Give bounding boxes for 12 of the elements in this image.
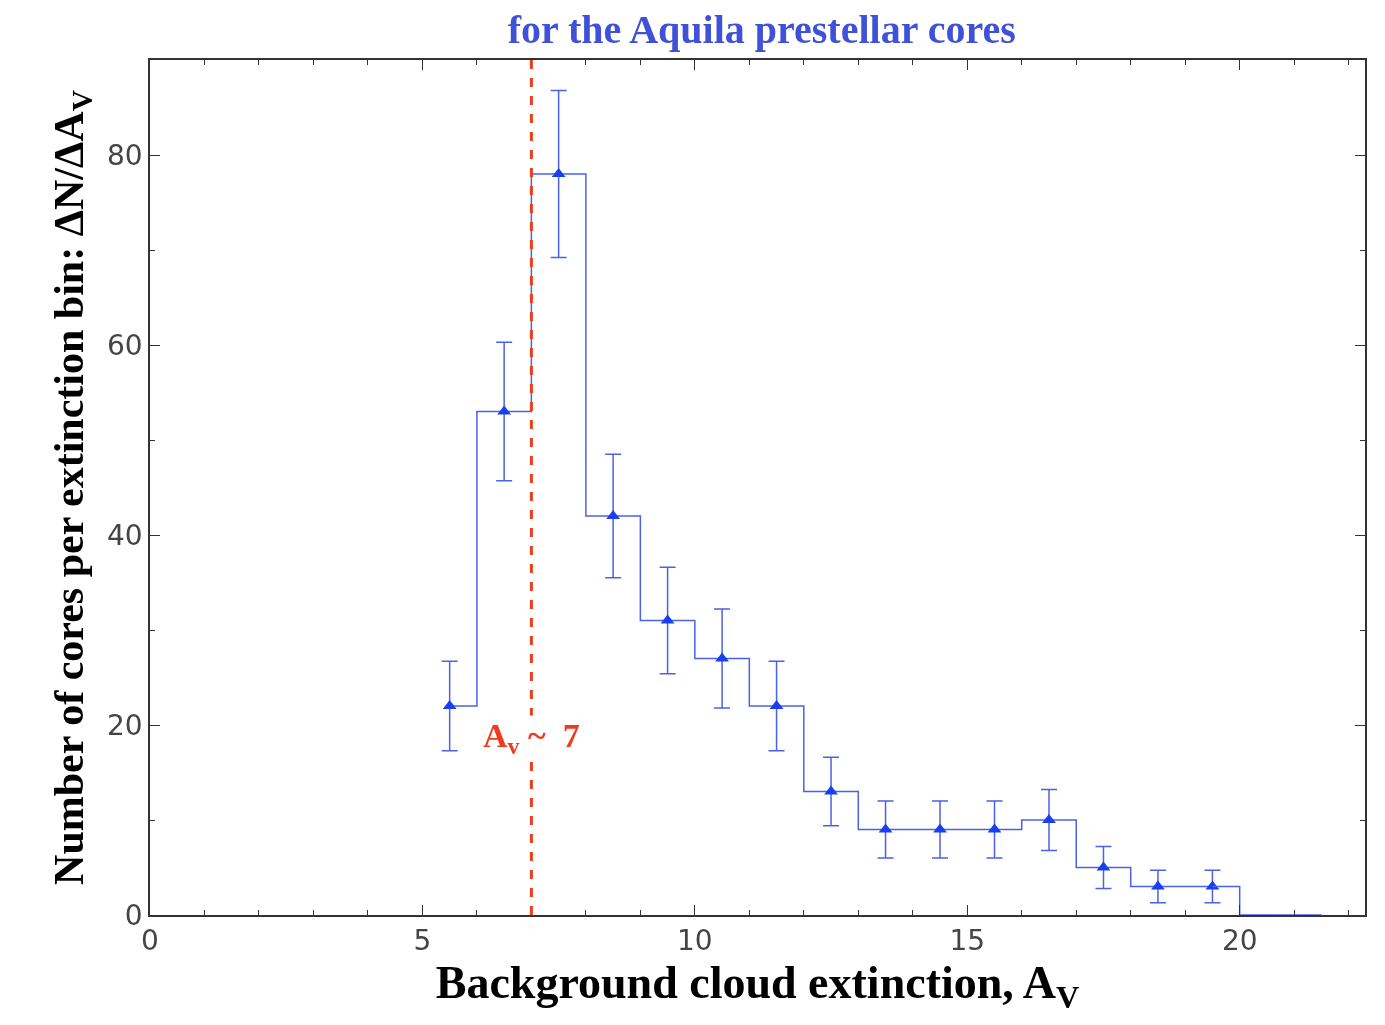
chart-title: for the Aquila prestellar cores [507,7,1016,53]
y-tick-label: 60 [107,328,143,362]
y-tick-label: 40 [107,518,143,552]
x-tick-label: 5 [413,924,432,958]
x-axis-title: Background cloud extinction, A$_{V}$ [435,957,1080,1016]
ref-line-label: A$_{v}$ ~ 7 [483,717,580,760]
x-tick-label: 15 [949,924,986,958]
y-tick-label: 80 [107,138,143,172]
y-tick-label: 20 [107,708,143,742]
x-tick-label: 20 [1221,924,1258,958]
x-tick-label: 10 [677,924,713,958]
y-tick-label: 0 [124,898,143,932]
